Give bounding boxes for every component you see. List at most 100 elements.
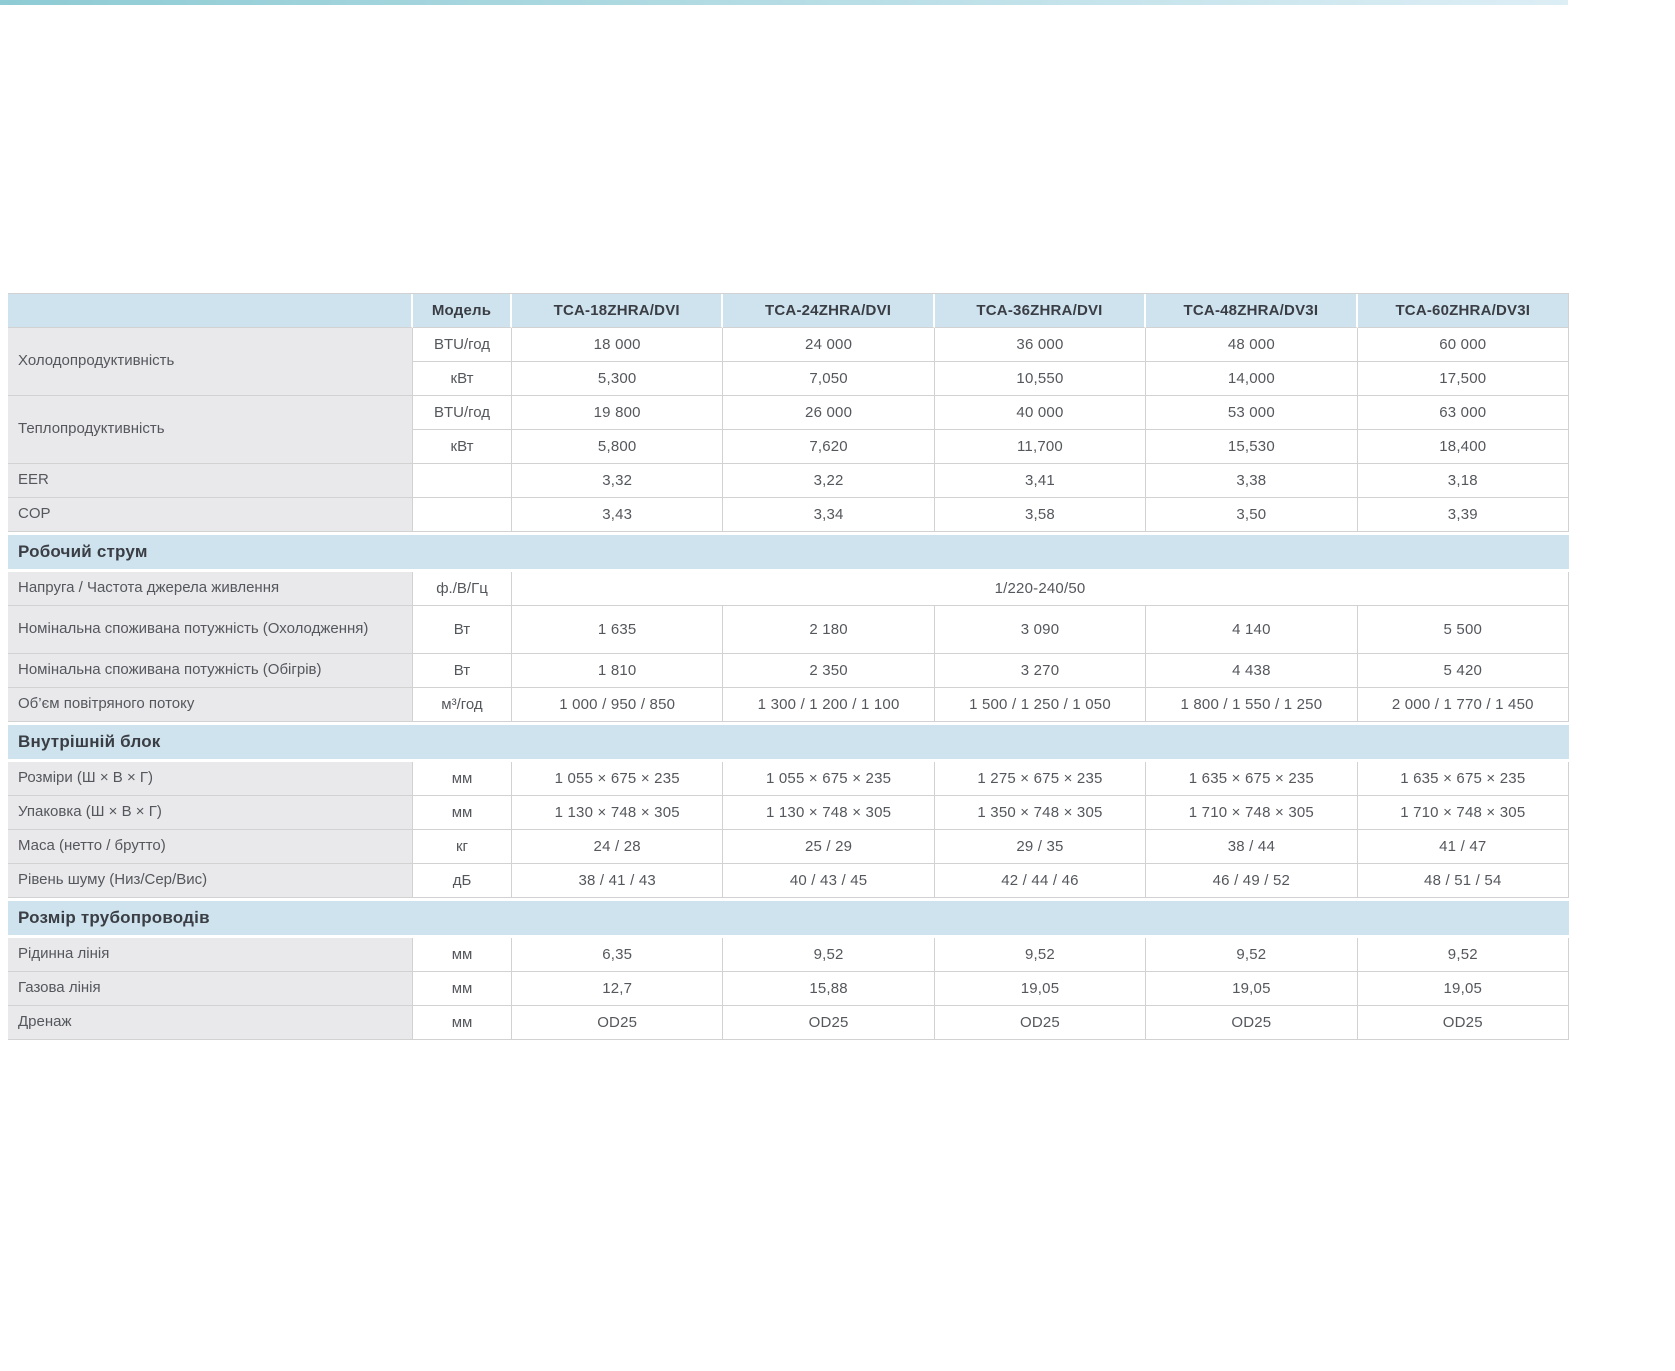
value-cell: 41 / 47 (1357, 830, 1569, 864)
row-label: Газова лінія (8, 972, 413, 1006)
spec-table-head: Модель TCA-18ZHRA/DVI TCA-24ZHRA/DVI TCA-36… (8, 294, 1569, 328)
value-cell: 2 000 / 1 770 / 1 450 (1357, 688, 1569, 722)
value-cell: OD25 (512, 1006, 724, 1040)
table-row: Рідинна лінія мм 6,35 9,52 9,52 9,52 9,52 (8, 938, 1569, 972)
section-header: Робочий струм (8, 532, 1569, 572)
spec-table-container: Модель TCA-18ZHRA/DVI TCA-24ZHRA/DVI TCA-36… (8, 293, 1569, 1040)
value-cell: 42 / 44 / 46 (934, 864, 1147, 898)
table-row: Газова лінія мм 12,7 15,88 19,05 19,05 19,05 (8, 972, 1569, 1006)
row-label: Рідинна лінія (8, 938, 413, 972)
unit-cell: BTU/год (413, 328, 512, 362)
value-cell: OD25 (934, 1006, 1147, 1040)
value-cell: 3,18 (1357, 464, 1569, 498)
unit-cell: ф./В/Гц (413, 572, 512, 606)
model-header-1: TCA-18ZHRA/DVI (512, 294, 724, 328)
value-cell: 1 635 × 675 × 235 (1146, 762, 1358, 796)
value-cell: 19,05 (934, 972, 1147, 1006)
table-row: EER 3,32 3,22 3,41 3,38 3,18 (8, 464, 1569, 498)
value-cell: 7,620 (723, 430, 935, 464)
unit-cell: м³/год (413, 688, 512, 722)
value-cell: 15,530 (1146, 430, 1358, 464)
value-cell: OD25 (1357, 1006, 1569, 1040)
value-cell: 26 000 (723, 396, 935, 430)
section-header: Внутрішній блок (8, 722, 1569, 762)
value-cell: 2 350 (723, 654, 935, 688)
unit-cell: мм (413, 972, 512, 1006)
table-row: кВт 5,300 7,050 10,550 14,000 17,500 (8, 362, 1569, 396)
section-row: Робочий струм (8, 532, 1569, 572)
value-cell: 38 / 41 / 43 (512, 864, 724, 898)
row-label: Теплопродуктивність (8, 396, 413, 464)
value-cell: 63 000 (1357, 396, 1569, 430)
value-cell: 5,300 (512, 362, 724, 396)
row-label: Об’єм повітряного потоку (8, 688, 413, 722)
table-row: Об’єм повітряного потоку м³/год 1 000 / 95… (8, 688, 1569, 722)
value-cell: 19,05 (1357, 972, 1569, 1006)
value-cell: 18,400 (1357, 430, 1569, 464)
value-cell: 2 180 (723, 606, 935, 654)
value-cell: 5 420 (1357, 654, 1569, 688)
value-cell: 1 710 × 748 × 305 (1146, 796, 1358, 830)
value-cell: 40 000 (934, 396, 1147, 430)
row-label: Номінальна споживана потужність (Обігрів… (8, 654, 413, 688)
value-cell: 60 000 (1357, 328, 1569, 362)
value-cell: 19,05 (1146, 972, 1358, 1006)
value-cell: 1 810 (512, 654, 724, 688)
row-label: Номінальна споживана потужність (Охолодж… (8, 606, 413, 654)
table-row: Теплопродуктивність BTU/год 19 800 26 000 40… (8, 396, 1569, 464)
value-cell: 6,35 (512, 938, 724, 972)
value-cell: 9,52 (1146, 938, 1358, 972)
value-cell: 3,39 (1357, 498, 1569, 532)
row-label: Дренаж (8, 1006, 413, 1040)
merged-value-cell: 1/220-240/50 (512, 572, 1569, 606)
value-cell: 1 055 × 675 × 235 (512, 762, 724, 796)
row-label: Напруга / Частота джерела живлення (8, 572, 413, 606)
section-row: Розмір трубопроводів (8, 898, 1569, 938)
model-header-4: TCA-48ZHRA/DV3I (1146, 294, 1358, 328)
header-blank-cell (8, 294, 413, 328)
value-cell: 3,58 (934, 498, 1147, 532)
unit-cell: кг (413, 830, 512, 864)
unit-cell: мм (413, 938, 512, 972)
table-row: Дренаж мм OD25 OD25 OD25 OD25 OD25 (8, 1006, 1569, 1040)
section-row: Внутрішній блок (8, 722, 1569, 762)
value-cell: 14,000 (1146, 362, 1358, 396)
unit-cell: дБ (413, 864, 512, 898)
unit-cell: кВт (413, 430, 512, 464)
value-cell: 3,34 (723, 498, 935, 532)
value-cell: 4 140 (1146, 606, 1358, 654)
value-cell: 1 130 × 748 × 305 (512, 796, 724, 830)
value-cell: 1 500 / 1 250 / 1 050 (934, 688, 1147, 722)
value-cell: 18 000 (512, 328, 724, 362)
value-cell: 1 130 × 748 × 305 (723, 796, 935, 830)
value-cell: 3,22 (723, 464, 935, 498)
value-cell: 36 000 (934, 328, 1147, 362)
section-header: Розмір трубопроводів (8, 898, 1569, 938)
unit-cell: мм (413, 762, 512, 796)
value-cell: 15,88 (723, 972, 935, 1006)
value-cell: 9,52 (934, 938, 1147, 972)
value-cell: 40 / 43 / 45 (723, 864, 935, 898)
unit-cell: мм (413, 1006, 512, 1040)
value-cell: 19 800 (512, 396, 724, 430)
value-cell: 1 300 / 1 200 / 1 100 (723, 688, 935, 722)
spec-table: Модель TCA-18ZHRA/DVI TCA-24ZHRA/DVI TCA-36… (8, 293, 1569, 1040)
value-cell: 1 000 / 950 / 850 (512, 688, 724, 722)
value-cell: 25 / 29 (723, 830, 935, 864)
value-cell: 1 635 (512, 606, 724, 654)
value-cell: 7,050 (723, 362, 935, 396)
value-cell: 3 090 (934, 606, 1147, 654)
table-row: Номінальна споживана потужність (Охолодж… (8, 606, 1569, 654)
value-cell: 1 800 / 1 550 / 1 250 (1146, 688, 1358, 722)
value-cell: 1 350 × 748 × 305 (934, 796, 1147, 830)
unit-cell: мм (413, 796, 512, 830)
unit-cell: Вт (413, 654, 512, 688)
value-cell: 3,38 (1146, 464, 1358, 498)
model-header-2: TCA-24ZHRA/DVI (723, 294, 935, 328)
table-row: Рівень шуму (Низ/Сер/Вис) дБ 38 / 41 / 43 4… (8, 864, 1569, 898)
row-label: Розміри (Ш × В × Г) (8, 762, 413, 796)
spec-table-body: Холодопродуктивність BTU/год 18 000 24 000 3… (8, 328, 1569, 1040)
model-column-header: Модель (413, 294, 512, 328)
value-cell: 17,500 (1357, 362, 1569, 396)
value-cell: 3,50 (1146, 498, 1358, 532)
